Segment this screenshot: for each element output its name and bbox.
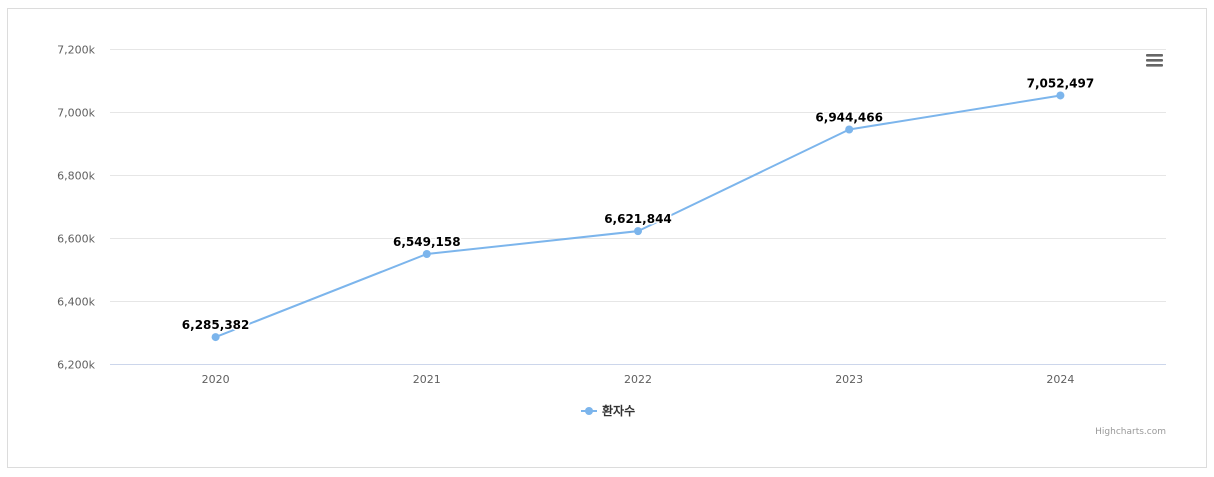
credits-link[interactable]: Highcharts.com: [1095, 427, 1166, 437]
x-axis: 2020 2021 2022 2023 2024: [202, 373, 1075, 386]
y-tick-label: 6,600k: [57, 233, 95, 246]
data-point[interactable]: [1056, 91, 1065, 100]
data-point[interactable]: [422, 250, 431, 259]
x-tick-label: 2020: [202, 373, 230, 386]
data-label: 7,052,497: [1027, 76, 1095, 90]
data-label: 6,944,466: [815, 110, 883, 124]
series-group: [211, 91, 1065, 342]
x-tick-label: 2023: [835, 373, 863, 386]
legend-marker-icon: [585, 407, 593, 415]
data-labels: 6,285,382 6,549,158 6,621,844 6,944,466 7,05…: [180, 75, 1095, 334]
y-axis: 6,200k 6,400k 6,600k 6,800k 7,000k 7,200k: [57, 44, 95, 372]
data-point[interactable]: [845, 125, 854, 134]
legend-label[interactable]: 환자수: [602, 403, 635, 418]
x-tick-label: 2021: [413, 373, 441, 386]
y-tick-label: 6,800k: [57, 170, 95, 183]
data-point[interactable]: [211, 333, 220, 342]
y-tick-label: 7,200k: [57, 44, 95, 57]
x-tick-label: 2024: [1046, 373, 1074, 386]
menu-button[interactable]: [1142, 49, 1168, 71]
y-tick-label: 6,400k: [57, 296, 95, 309]
y-tick-label: 6,200k: [57, 359, 95, 372]
data-label: 6,285,382: [182, 318, 250, 332]
data-point[interactable]: [634, 227, 642, 236]
data-label: 6,621,844: [604, 212, 672, 226]
y-tick-label: 7,000k: [57, 107, 95, 120]
x-tick-label: 2022: [624, 373, 652, 386]
hamburger-menu-icon[interactable]: [1146, 54, 1163, 67]
grid-lines: [110, 49, 1166, 365]
legend-item[interactable]: 환자수: [581, 403, 635, 418]
data-label: 6,549,158: [393, 235, 461, 249]
